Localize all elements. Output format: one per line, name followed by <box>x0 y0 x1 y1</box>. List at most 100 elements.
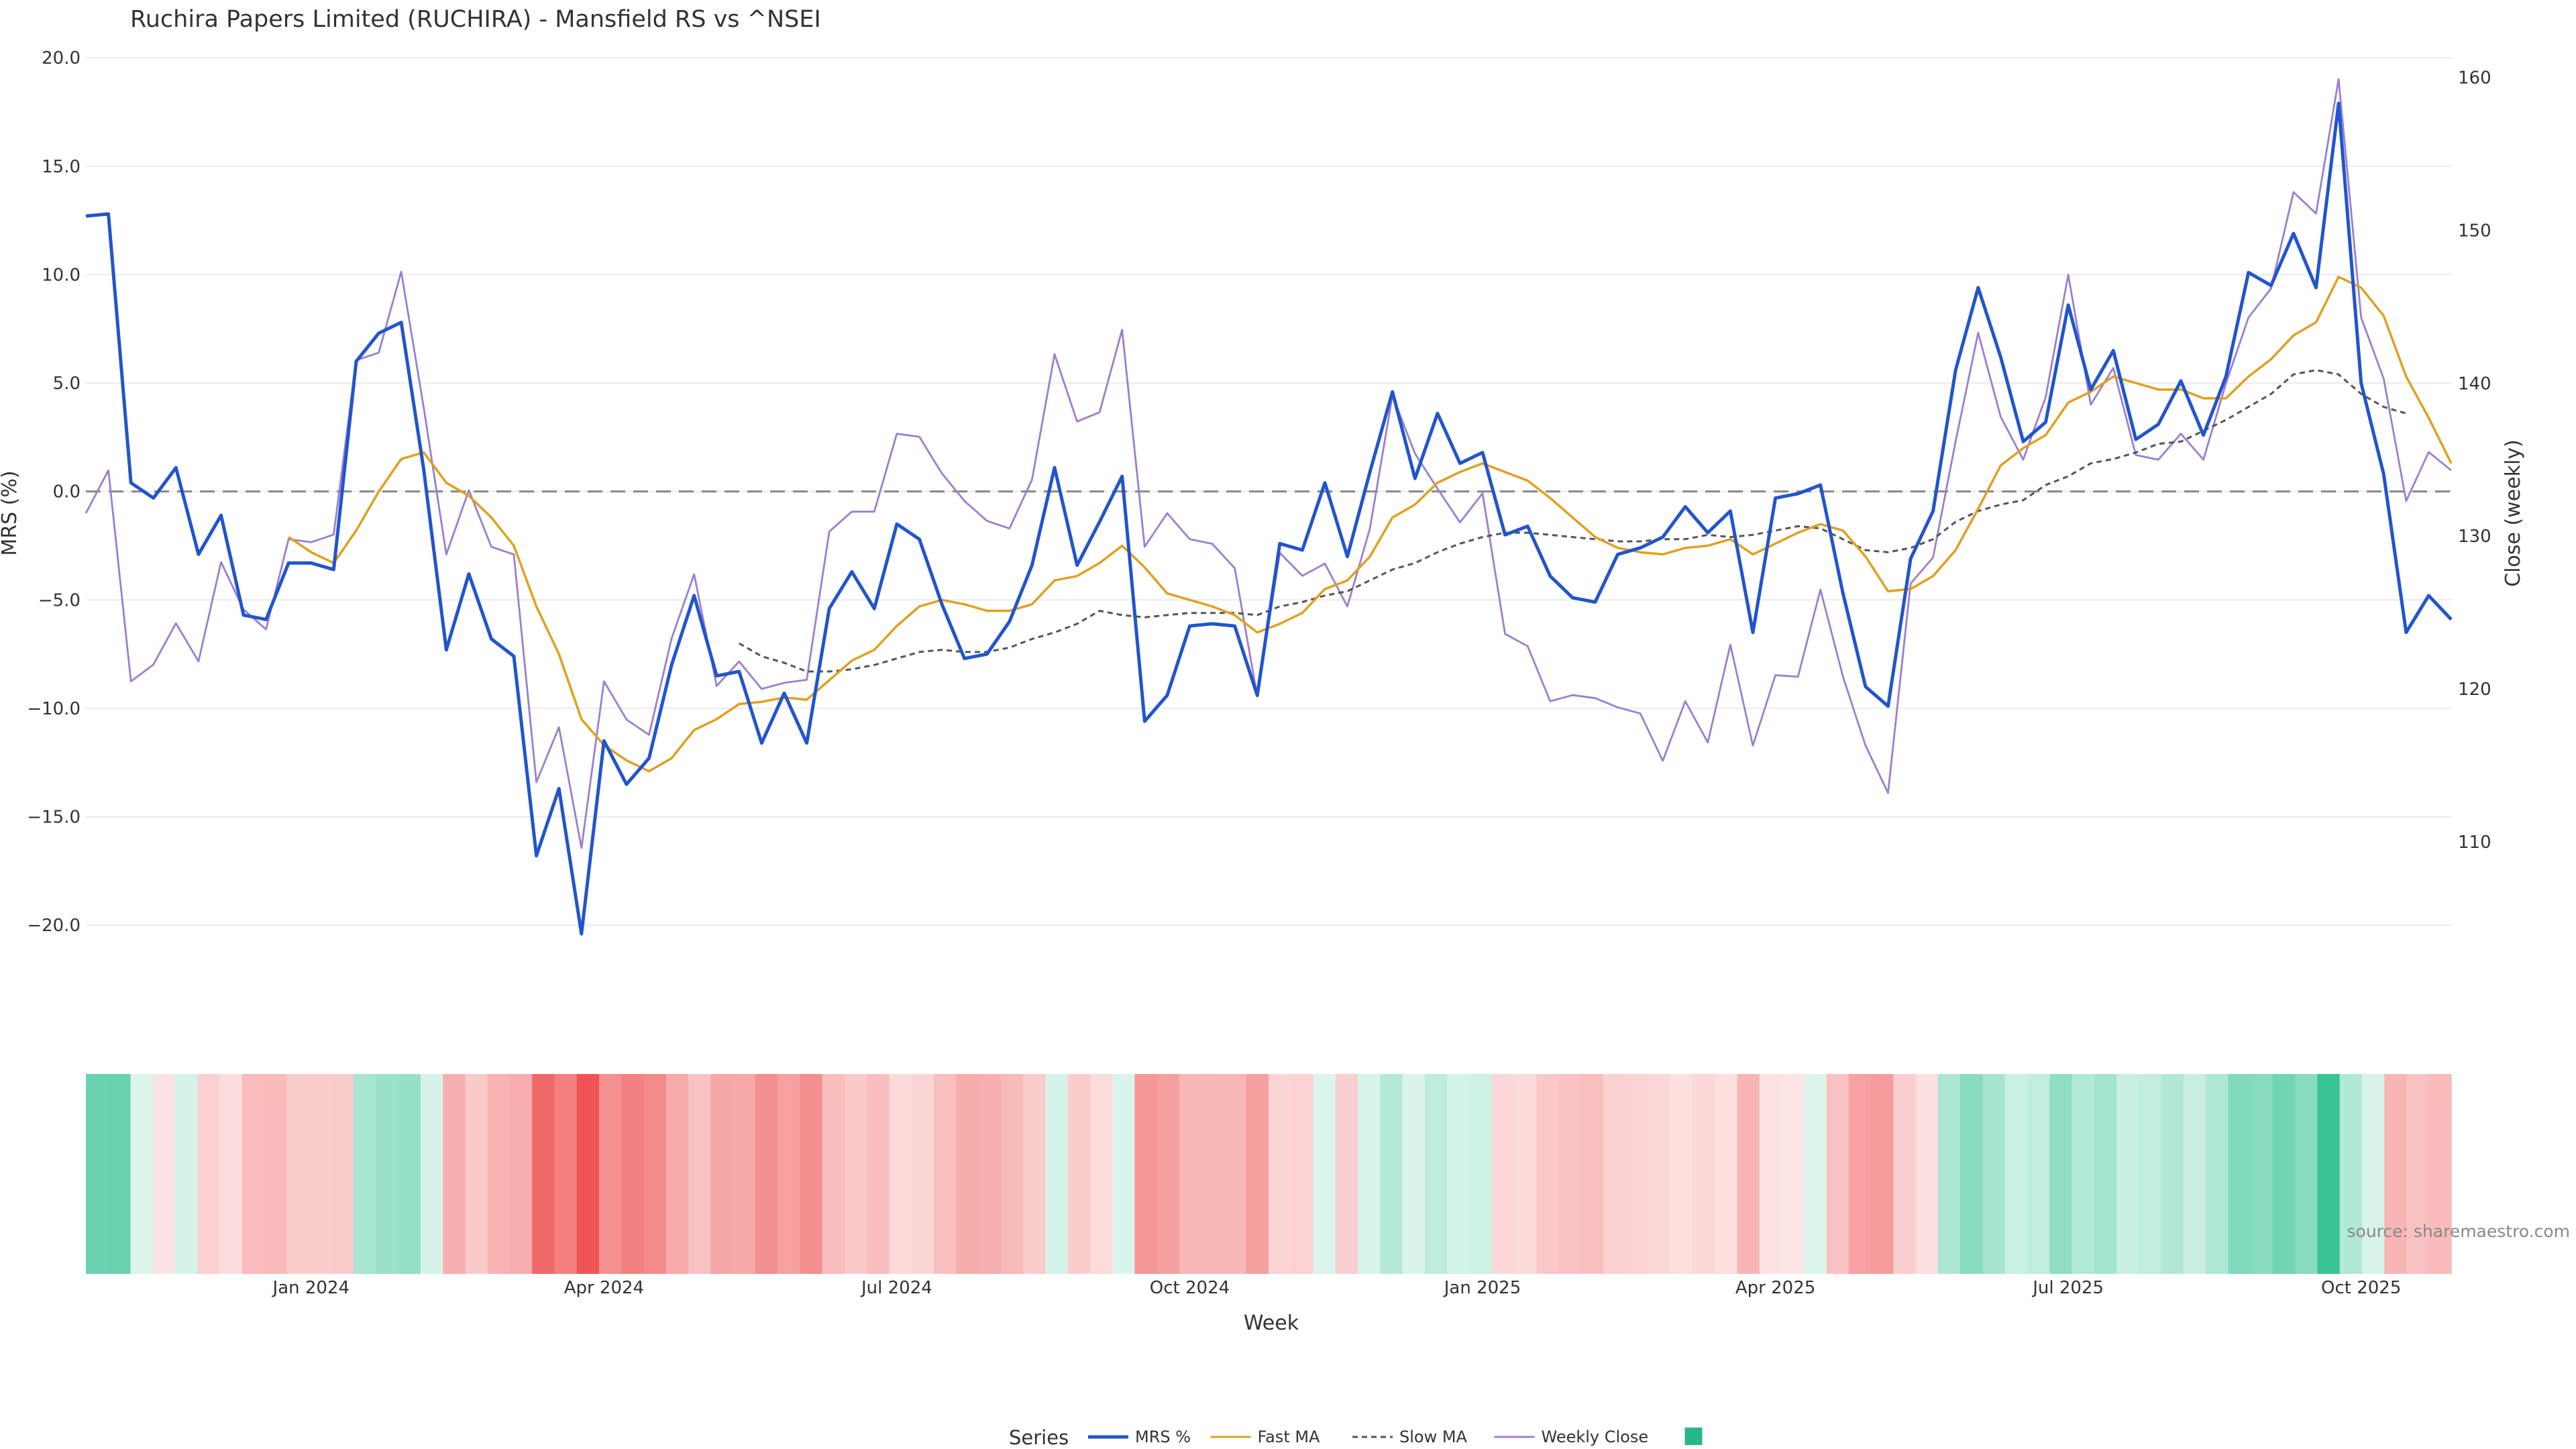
heatmap-cell <box>755 1074 778 1274</box>
heatmap-cell <box>420 1074 444 1274</box>
heatmap-cell <box>1558 1074 1582 1274</box>
heatmap-cell <box>777 1074 801 1274</box>
heatmap-cell <box>331 1074 354 1274</box>
heatmap-cell <box>197 1074 221 1274</box>
heatmap-cell <box>1045 1074 1069 1274</box>
heatmap-cell <box>1491 1074 1515 1274</box>
heatmap-cell <box>934 1074 957 1274</box>
heatmap-cell <box>376 1074 399 1274</box>
x-tick-label: Jan 2025 <box>1443 1278 1521 1298</box>
chart-title: Ruchira Papers Limited (RUCHIRA) - Mansf… <box>130 6 821 33</box>
x-tick-label: Oct 2025 <box>2321 1278 2401 1298</box>
heatmap-cell <box>1715 1074 1738 1274</box>
y-axis-left-title: MRS (%) <box>0 470 21 555</box>
heatmap-cell <box>1915 1074 1939 1274</box>
heatmap-cell <box>2228 1074 2251 1274</box>
heatmap-cell <box>465 1074 488 1274</box>
heatmap-cell <box>1291 1074 1314 1274</box>
heatmap-cell <box>554 1074 578 1274</box>
heatmap-cell <box>1313 1074 1336 1274</box>
heatmap-cell <box>487 1074 511 1274</box>
legend-heatmap-swatch <box>1684 1428 1703 1445</box>
heatmap-cell <box>1603 1074 1627 1274</box>
heatmap-cell <box>688 1074 712 1274</box>
heatmap-cell <box>1112 1074 1136 1274</box>
heatmap-cell <box>1201 1074 1225 1274</box>
x-tick-label: Jul 2024 <box>860 1278 932 1298</box>
heatmap-cell <box>2250 1074 2273 1274</box>
legend-label: Slow MA <box>1399 1428 1468 1446</box>
y-left-tick-label: −5.0 <box>38 590 80 610</box>
heatmap-cell <box>108 1074 131 1274</box>
x-tick-label: Apr 2024 <box>564 1278 644 1298</box>
heatmap-cell <box>1335 1074 1358 1274</box>
heatmap-cell <box>1402 1074 1426 1274</box>
heatmap-cell <box>844 1074 868 1274</box>
heatmap-cell <box>1693 1074 1716 1274</box>
heatmap-cell <box>1937 1074 1961 1274</box>
heatmap-cell <box>86 1074 109 1274</box>
legend-label: Weekly Close <box>1542 1428 1649 1446</box>
heatmap-cell <box>599 1074 623 1274</box>
x-tick-label: Oct 2024 <box>1150 1278 1230 1298</box>
mrs-heatmap-strip <box>86 1074 2452 1274</box>
heatmap-cell <box>2406 1074 2430 1274</box>
heatmap-cell <box>1536 1074 1560 1274</box>
heatmap-cell <box>733 1074 756 1274</box>
y-left-tick-label: −20.0 <box>27 916 80 936</box>
heatmap-cell <box>219 1074 243 1274</box>
series-line-weekly-close <box>85 78 2452 849</box>
heatmap-cell <box>1447 1074 1470 1274</box>
legend-title: Series <box>1009 1426 1069 1449</box>
heatmap-cell <box>2317 1074 2341 1274</box>
y-right-tick-label: 150 <box>2458 221 2491 241</box>
x-axis-title: Week <box>1244 1311 1299 1335</box>
y-right-tick-label: 130 <box>2458 527 2491 547</box>
heatmap-cell <box>643 1074 667 1274</box>
y-right-tick-label: 160 <box>2458 68 2491 89</box>
heatmap-cell <box>1224 1074 1247 1274</box>
heatmap-cell <box>1269 1074 1292 1274</box>
heatmap-cell <box>1067 1074 1091 1274</box>
heatmap-cell <box>2272 1074 2296 1274</box>
heatmap-cell <box>1023 1074 1046 1274</box>
heatmap-cell <box>2004 1074 2028 1274</box>
heatmap-cell <box>2428 1074 2452 1274</box>
heatmap-cell <box>621 1074 645 1274</box>
y-right-tick-label: 120 <box>2458 680 2491 700</box>
x-tick-label: Jan 2024 <box>272 1278 350 1298</box>
x-tick-label: Apr 2025 <box>1735 1278 1815 1298</box>
heatmap-cell <box>1513 1074 1537 1274</box>
y-left-tick-label: −15.0 <box>27 808 80 828</box>
heatmap-cell <box>2183 1074 2206 1274</box>
heatmap-cell <box>2072 1074 2095 1274</box>
x-tick-labels: Jan 2024 Apr 2024 Jul 2024 Oct 2024 Jan 2025… <box>272 1278 2402 1298</box>
heatmap-cell <box>665 1074 689 1274</box>
heatmap-cell <box>2161 1074 2184 1274</box>
legend-label: Fast MA <box>1258 1428 1321 1446</box>
heatmap-cell <box>286 1074 310 1274</box>
heatmap-cell <box>130 1074 154 1274</box>
heatmap-cell <box>1960 1074 1984 1274</box>
heatmap-cell <box>1782 1074 1805 1274</box>
y-right-tick-labels: 160 150 140 130 120 110 <box>2458 68 2491 853</box>
y-left-tick-labels: 20.0 15.0 10.0 5.0 0.0 −5.0 −10.0 −15.0 −20.0 <box>27 48 80 936</box>
heatmap-cell <box>1157 1074 1180 1274</box>
heatmap-cell <box>1670 1074 1693 1274</box>
heatmap-cell <box>532 1074 555 1274</box>
heatmap-cell <box>1871 1074 1894 1274</box>
heatmap-cell <box>2361 1074 2385 1274</box>
heatmap-cell <box>1380 1074 1403 1274</box>
heatmap-cell <box>2206 1074 2229 1274</box>
y-left-tick-label: 5.0 <box>53 374 80 394</box>
source-watermark: source: sharemaestro.com <box>2347 1222 2571 1241</box>
heatmap-cell <box>822 1074 845 1274</box>
heatmap-cell <box>710 1074 734 1274</box>
heatmap-cell <box>309 1074 332 1274</box>
y-left-tick-label: 20.0 <box>42 48 80 68</box>
heatmap-cell <box>1179 1074 1202 1274</box>
series-lines <box>85 78 2453 936</box>
heatmap-cell <box>1804 1074 1827 1274</box>
heatmap-cell <box>2384 1074 2408 1274</box>
